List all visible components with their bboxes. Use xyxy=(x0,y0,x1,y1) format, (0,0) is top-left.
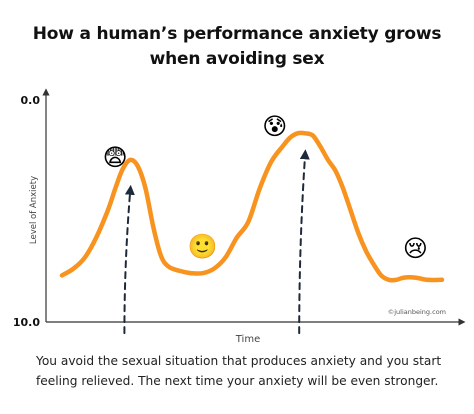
dashed-arrow-1 xyxy=(123,184,135,335)
dashed-arrow-2 xyxy=(298,149,310,335)
x-axis-label: Time xyxy=(235,334,260,345)
chart-title-line-2: when avoiding sex xyxy=(149,49,325,69)
y-tick-bottom: 10.0 xyxy=(13,316,40,329)
caption: You avoid the sexual situation that prod… xyxy=(36,351,456,391)
caption-line-2: feeling relieved. The next time your anx… xyxy=(36,374,439,388)
y-tick-top: 0.0 xyxy=(21,94,41,107)
chart-title: How a human’s performance anxiety grows … xyxy=(0,22,474,72)
caption-line-1: You avoid the sexual situation that prod… xyxy=(36,354,442,368)
anxiety-curve xyxy=(59,130,445,283)
smiling-face-emoji: 🙂 xyxy=(188,233,218,261)
y-axis-label: Level of Anxiety xyxy=(29,176,39,244)
chart-title-line-1: How a human’s performance anxiety grows xyxy=(32,24,442,44)
anxious-sweat-face-emoji: 😰 xyxy=(262,113,287,141)
watermark: ©julianbeing.com xyxy=(388,308,446,316)
anxious-face-emoji: 😨 xyxy=(103,144,128,172)
sad-tear-face-emoji: 😢 xyxy=(403,235,428,263)
